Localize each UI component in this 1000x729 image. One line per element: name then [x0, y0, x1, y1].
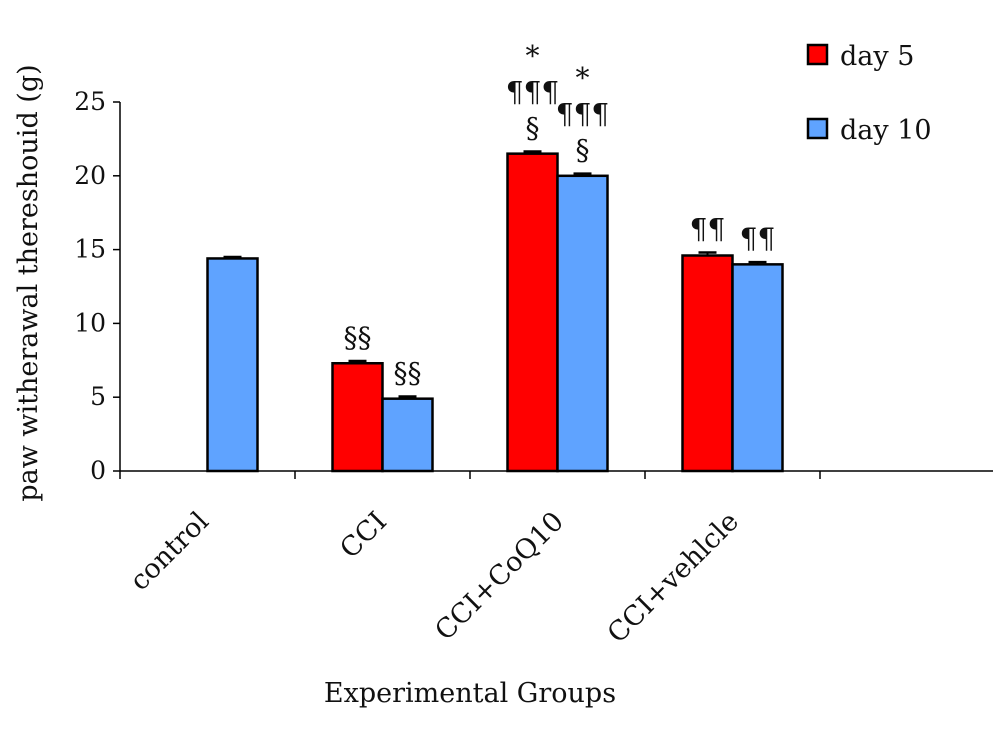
significance-marker: ¶¶¶: [506, 75, 559, 108]
legend-label: day 10: [840, 115, 932, 146]
y-tick-label: 15: [74, 235, 106, 264]
significance-annotations: §§§§*¶¶¶§*¶¶¶§¶¶ ¶¶: [344, 39, 776, 389]
legend-swatch: [806, 43, 829, 66]
x-category-label: CCI+vehlcle: [602, 506, 745, 649]
significance-marker: §§: [394, 356, 422, 389]
x-category-label: control: [124, 506, 215, 597]
significance-marker: *: [576, 62, 590, 95]
legend-label: day 5: [840, 41, 914, 72]
y-tick-label: 0: [90, 456, 106, 485]
bar-day-10-control: [206, 257, 259, 473]
significance-marker: ¶¶: [740, 222, 776, 255]
bar-day-5-cci: [331, 362, 384, 473]
significance-marker: *: [526, 39, 540, 72]
significance-marker: §§: [344, 321, 372, 354]
bar-day-5-cci-coq10: [506, 152, 559, 473]
legend-swatch: [806, 117, 829, 140]
bars: [206, 150, 784, 473]
bar-day-10-cci-coq10: [556, 174, 609, 473]
significance-marker: ¶¶¶: [556, 98, 609, 131]
y-tick-label: 10: [74, 308, 106, 337]
y-tick-label: 25: [74, 87, 106, 116]
x-category-label: CCI+CoQ10: [429, 506, 570, 647]
bar-day-10-cci: [381, 397, 434, 473]
bar-day-10-cci-vehlcle: [731, 263, 784, 473]
significance-marker: §: [576, 134, 590, 167]
legend: day 5 day 10: [806, 41, 932, 146]
bar-day-5-cci-vehlcle: [681, 254, 734, 473]
x-category-label: CCI: [334, 506, 393, 565]
significance-marker: §: [526, 111, 540, 144]
y-tick-label: 20: [74, 161, 106, 190]
x-axis-title: Experimental Groups: [324, 678, 616, 709]
y-tick-label: 5: [90, 382, 106, 411]
significance-marker: ¶¶: [690, 213, 726, 246]
y-axis-title: paw witherawal thereshouid (g): [13, 64, 44, 501]
